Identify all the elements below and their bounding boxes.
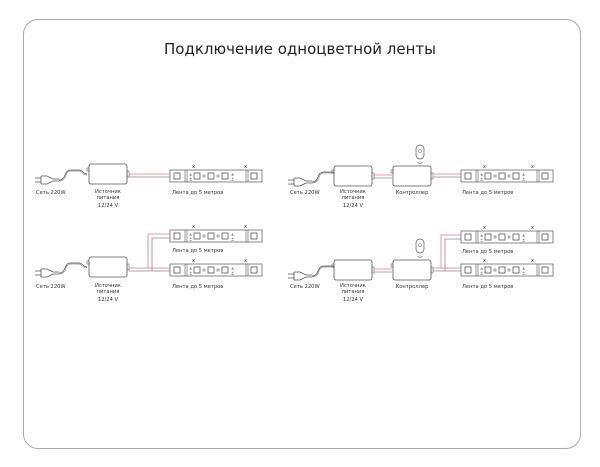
cut-mark: x xyxy=(244,224,247,230)
power-supply-icon xyxy=(331,165,375,187)
controller-label: Контроллер xyxy=(396,284,430,290)
mains-label: Сеть 220W xyxy=(290,284,320,290)
cut-mark: x xyxy=(483,258,486,264)
psu-label: Источник xyxy=(95,283,121,289)
cut-mark: x xyxy=(192,164,195,170)
led-strip-icon xyxy=(460,169,554,183)
diagram-controller-two-strips: x x x x Лента до 5 метров Лента до 5 мет… xyxy=(287,225,554,303)
psu-voltage: 12/24 V xyxy=(98,203,119,209)
power-supply-icon xyxy=(86,256,130,278)
power-supply-icon xyxy=(331,259,375,281)
cut-mark: x xyxy=(483,164,486,170)
psu-label: питания xyxy=(97,289,120,295)
psu-label: Источник xyxy=(95,189,121,195)
cut-mark: x xyxy=(531,258,534,264)
led-strip-icon xyxy=(169,229,263,243)
diagram-psu-two-strips: x x x x Лента до 5 метров Лента до 5 мет… xyxy=(34,224,263,303)
diagram-psu-single-strip: x x Сеть 220W Источник питания 12/24 V Л… xyxy=(34,163,263,209)
strip-label: Лента до 5 метров xyxy=(172,190,223,196)
strip-label: Лента до 5 метров xyxy=(462,190,513,196)
controller-icon xyxy=(390,259,434,281)
cut-mark: x xyxy=(531,225,534,231)
psu-voltage: 12/24 V xyxy=(343,297,364,303)
diagram-controller-single-strip: x x Сеть 220W Источник питания 12/24 V К… xyxy=(287,144,554,209)
psu-label: питания xyxy=(97,195,120,201)
led-strip-icon xyxy=(460,263,554,277)
plug-icon xyxy=(34,169,88,185)
power-supply-icon xyxy=(86,163,130,185)
plug-icon xyxy=(287,171,341,187)
led-strip-icon xyxy=(460,230,554,244)
controller-label: Контроллер xyxy=(396,190,430,196)
psu-label: Источник xyxy=(340,189,366,195)
strip-label: Лента до 5 метров xyxy=(172,284,223,290)
cut-mark: x xyxy=(531,164,534,170)
remote-icon xyxy=(415,238,425,259)
psu-label: Источник xyxy=(340,283,366,289)
remote-icon xyxy=(415,144,425,165)
page-title: Подключение одноцветной ленты xyxy=(164,40,436,58)
mains-label: Сеть 220W xyxy=(36,284,66,290)
plug-icon xyxy=(287,265,341,281)
cut-mark: x xyxy=(192,224,195,230)
psu-label: питания xyxy=(342,195,365,201)
psu-voltage: 12/24 V xyxy=(343,203,364,209)
mains-label: Сеть 220W xyxy=(36,190,66,196)
cut-mark: x xyxy=(244,258,247,264)
cut-mark: x xyxy=(244,164,247,170)
led-strip-icon xyxy=(169,263,263,277)
cut-mark: x xyxy=(483,225,486,231)
led-strip-icon xyxy=(169,169,263,183)
plug-icon xyxy=(34,262,88,278)
cut-mark: x xyxy=(192,258,195,264)
strip-label: Лента до 5 метров xyxy=(462,249,513,255)
controller-icon xyxy=(390,165,434,187)
strip-label: Лента до 5 метров xyxy=(462,284,513,290)
strip-label: Лента до 5 метров xyxy=(172,248,223,254)
psu-label: питания xyxy=(342,289,365,295)
mains-label: Сеть 220W xyxy=(290,190,320,196)
psu-voltage: 12/24 V xyxy=(98,297,119,303)
